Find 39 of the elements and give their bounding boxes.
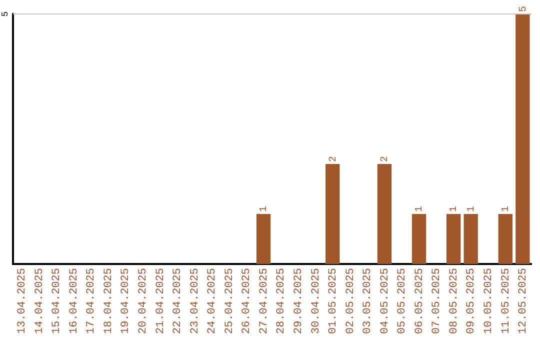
data-label: 2 [328, 156, 340, 162]
x-tick-label: 14.04.2025 [34, 268, 46, 334]
data-label: 1 [449, 206, 460, 212]
data-label: 2 [380, 156, 392, 162]
x-tick-label: 22.04.2025 [172, 268, 184, 334]
x-tick-label: 04.05.2025 [379, 268, 392, 334]
x-tick-label: 11.05.2025 [500, 268, 512, 334]
data-label: 1 [259, 206, 270, 212]
data-label: 1 [414, 206, 426, 212]
x-tick-label: 17.04.2025 [86, 268, 98, 334]
x-tick-label: 10.05.2025 [483, 268, 496, 334]
x-tick-label: 21.04.2025 [154, 268, 167, 334]
x-tick-label: 29.04.2025 [292, 268, 305, 334]
x-tick-label: 02.05.2025 [344, 268, 357, 334]
x-tick-label: 18.04.2025 [102, 268, 115, 334]
x-tick-label: 30.04.2025 [310, 268, 322, 334]
x-tick-label: 23.04.2025 [189, 268, 202, 334]
x-tick-label: 25.04.2025 [224, 268, 236, 334]
x-tick-label: 12.05.2025 [518, 268, 530, 334]
x-tick-label: 06.05.2025 [414, 268, 426, 334]
data-label: 1 [501, 206, 512, 212]
x-tick-label: 16.04.2025 [68, 268, 80, 334]
ref-line-label: 5 [0, 11, 10, 17]
x-tick-label: 13.04.2025 [16, 268, 29, 334]
x-tick-label: 01.05.2025 [328, 268, 340, 334]
x-tick-label: 15.04.2025 [51, 268, 64, 334]
x-tick-label: 27.04.2025 [258, 268, 270, 334]
data-label: 5 [518, 6, 530, 12]
data-label: 1 [466, 206, 478, 212]
x-tick-label: 05.05.2025 [396, 268, 409, 334]
x-tick-label: 08.05.2025 [448, 268, 460, 334]
x-tick-label: 28.04.2025 [276, 268, 288, 334]
x-tick-label: 07.05.2025 [431, 268, 444, 334]
x-tick-label: 19.04.2025 [120, 268, 132, 334]
x-tick-label: 20.04.2025 [137, 268, 150, 334]
x-tick-label: 09.05.2025 [466, 268, 478, 334]
x-tick-label: 26.04.2025 [241, 268, 254, 334]
x-tick-label: 03.05.2025 [362, 268, 374, 334]
x-tick-label: 24.04.2025 [206, 268, 219, 334]
